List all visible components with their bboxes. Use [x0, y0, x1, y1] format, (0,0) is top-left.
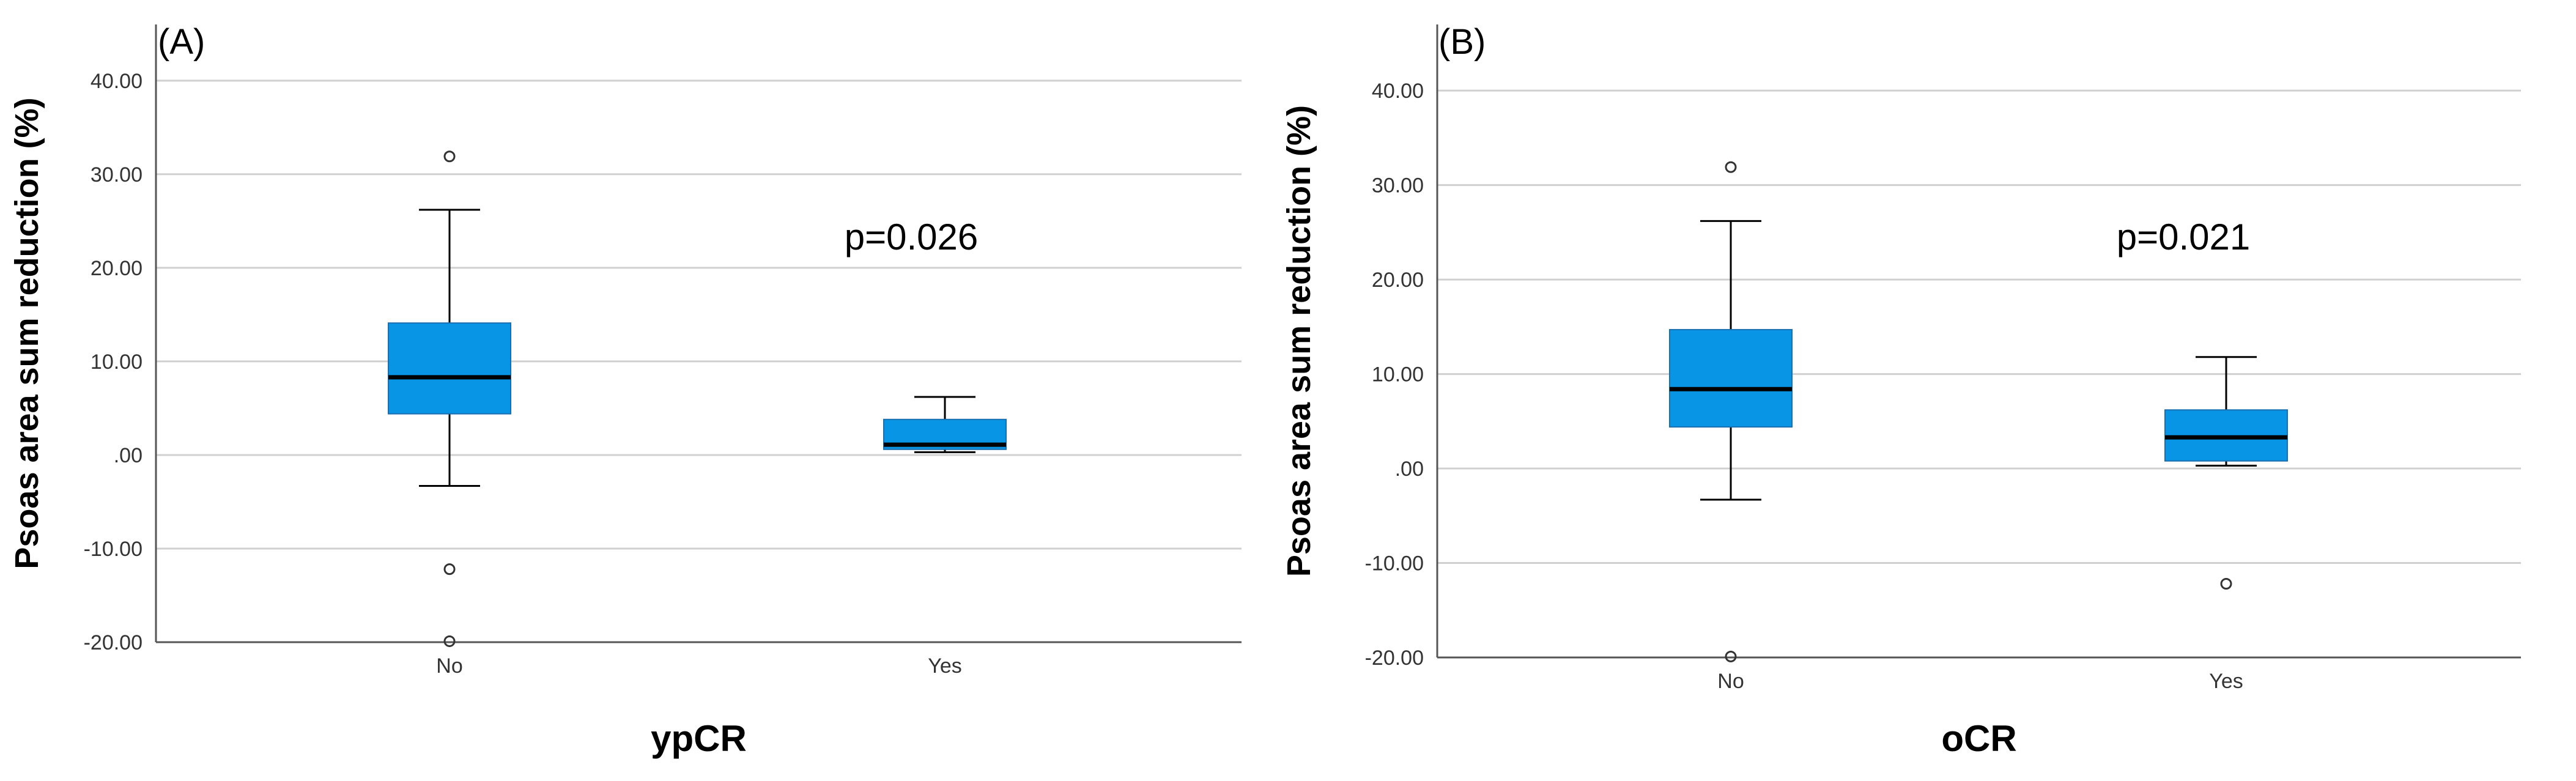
- panel-label: (A): [158, 22, 205, 62]
- y-tick-label: -20.00: [84, 631, 142, 654]
- outlier-point: [1725, 161, 1737, 173]
- outlier-point: [443, 563, 456, 576]
- iqr-box: [388, 322, 511, 415]
- y-tick-label: -10.00: [84, 538, 142, 561]
- y-tick-label: 30.00: [1372, 174, 1424, 198]
- box-no: [1669, 161, 1793, 662]
- y-tick-label: .00: [114, 444, 142, 467]
- box-yes: [883, 396, 1007, 453]
- box-no: [388, 150, 511, 647]
- y-tick-label: 20.00: [91, 257, 142, 280]
- x-tick-label: Yes: [928, 654, 961, 678]
- y-tick-label: 40.00: [91, 70, 142, 93]
- chart-panel-b: -20.00 -10.00 .00 10.00 20.00 30.00 40.00 No Yes…: [1281, 22, 2521, 759]
- p-value-annotation: p=0.026: [845, 217, 979, 257]
- x-tick-label: No: [1717, 670, 1744, 693]
- y-tick-label: 10.00: [1372, 363, 1424, 387]
- chart-panel-a: -20.00 -10.00 .00 10.00 20.00 30.00 40.00 No Yes…: [9, 22, 1242, 759]
- outlier-point: [1725, 650, 1737, 662]
- x-tick-label: Yes: [2209, 670, 2243, 693]
- outlier-point: [2220, 578, 2232, 590]
- y-tick-label: .00: [1395, 457, 1424, 481]
- outlier-point: [443, 635, 456, 647]
- panel-label: (B): [1438, 22, 1486, 62]
- outlier-point: [443, 150, 456, 163]
- x-tick-label: No: [436, 654, 462, 678]
- y-axis-title: Psoas area sum reduction (%): [9, 97, 45, 569]
- y-tick-label: 10.00: [91, 350, 142, 374]
- y-tick-label: 40.00: [1372, 80, 1424, 103]
- y-tick-label: 20.00: [1372, 268, 1424, 292]
- y-tick-label: -10.00: [1365, 552, 1424, 576]
- p-value-annotation: p=0.021: [2117, 217, 2251, 257]
- iqr-box: [1669, 328, 1793, 428]
- y-tick-label: -20.00: [1365, 646, 1424, 670]
- y-tick-label: 30.00: [91, 163, 142, 187]
- x-axis-title: oCR: [1941, 718, 2016, 759]
- x-axis-title: ypCR: [651, 718, 747, 759]
- box-yes: [2164, 356, 2288, 590]
- y-axis-title: Psoas area sum reduction (%): [1281, 105, 1317, 577]
